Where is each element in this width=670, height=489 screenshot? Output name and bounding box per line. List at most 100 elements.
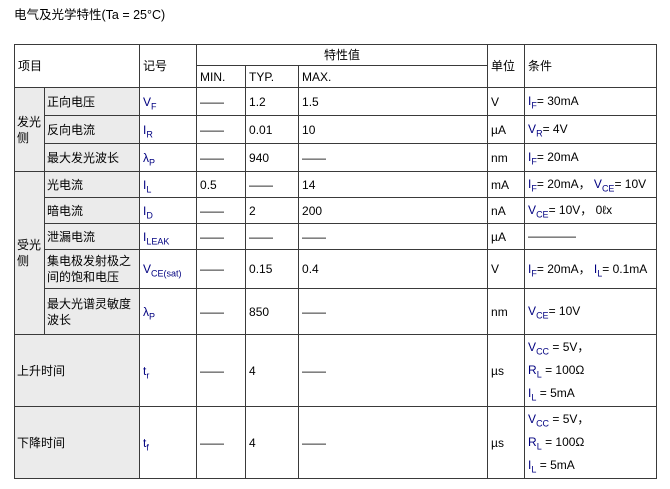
col-header-item: 项目 [13,44,141,88]
condition-line: IF= 20mA， VCE= 10V [528,177,647,194]
cell-max: —— [298,334,489,407]
cell-min: —— [196,115,247,144]
symbol-token: IR [143,122,153,139]
cell-min: 0.5 [196,171,247,198]
page-title: 电气及光学特性(Ta = 25°C) [14,8,166,22]
symbol-token: VR [528,122,543,139]
cell-max: 14 [298,171,489,198]
cell-max: —— [298,406,489,479]
cell-symbol: ILEAK [139,223,198,250]
cell-item: 集电极发射极之间的饱和电压 [43,249,141,289]
symbol-token: IF [528,94,537,111]
cell-item: 正向电压 [43,87,141,116]
condition-line: VCC = 5V， [528,340,590,357]
cell-symbol: λP [139,143,198,172]
cell-symbol: VF [139,87,198,116]
table-row: 泄漏电流 ILEAK —— —— —— µA ———— [15,223,658,250]
cell-typ: —— [245,171,300,198]
cell-group: 发光侧 [14,87,45,172]
table-row: 最大发光波长 λP —— 940 —— nm IF= 20mA [15,143,658,172]
cell-typ: 4 [245,334,300,407]
symbol-token: tr [143,363,150,380]
cell-typ: —— [245,223,300,250]
cell-min: —— [196,406,247,479]
cell-unit: nm [487,143,526,172]
cell-typ: 4 [245,406,300,479]
cell-typ: 0.15 [245,249,300,289]
cell-item: 下降时间 [13,406,141,479]
symbol-token: VCC [528,412,550,429]
cell-min: —— [196,249,247,289]
cell-max: 200 [298,197,489,224]
cell-condition: IF= 20mA， VCE= 10V [524,171,658,198]
cell-max: —— [298,143,489,172]
cell-condition: VCE= 10V [524,288,658,335]
cell-min: —— [196,288,247,335]
cell-unit: µs [487,334,526,407]
cell-condition: ———— [524,223,658,250]
condition-line: IL = 5mA [528,458,575,475]
table-row: 下降时间 tf —— 4 —— µs VCC = 5V， RL = 100Ω IL = 5mA [13,406,658,479]
cell-item: 最大发光波长 [43,143,141,172]
cell-typ: 2 [245,197,300,224]
characteristics-table: 项目 记号 特性值 单位 条件 MIN. TYP. MAX. 发光侧 正向电压 VF… [13,44,658,479]
cell-symbol: ID [139,197,198,224]
symbol-token: VCC [528,340,550,357]
symbol-token: VCE [593,177,615,194]
header-row-1: 项目 记号 特性值 单位 条件 [13,44,658,88]
cell-min: —— [196,87,247,116]
symbol-token: IL [528,458,537,475]
cell-condition: VCE= 10V， 0ℓx [524,197,658,224]
symbol-token: VF [143,94,157,111]
cell-unit: nm [487,288,526,335]
table-row: 发光侧 正向电压 VF —— 1.2 1.5 V IF= 30mA [14,87,658,172]
cell-condition: IF= 20mA [524,143,658,172]
cell-item: 最大光谱灵敏度波长 [43,288,141,335]
table-row: 暗电流 ID —— 2 200 nA VCE= 10V， 0ℓx [15,197,658,224]
cell-condition: VCC = 5V， RL = 100Ω IL = 5mA [524,406,658,479]
cell-item: 暗电流 [43,197,141,224]
cell-condition: IF= 20mA， IL= 0.1mA [524,249,658,289]
cell-unit: V [487,87,526,116]
cell-unit: µs [487,406,526,479]
table-header: 项目 记号 特性值 单位 条件 MIN. TYP. MAX. [13,44,658,88]
condition-line: VCE= 10V [528,304,581,321]
cell-condition: IF= 30mA [524,87,658,116]
cell-symbol: λP [139,288,198,335]
symbol-token: IL [528,386,537,403]
cell-typ: 0.01 [245,115,300,144]
col-header-symbol: 记号 [139,44,198,88]
condition-line: IF= 20mA， IL= 0.1mA [528,261,648,278]
symbol-token: IF [528,177,537,194]
col-header-max: MAX. [298,65,489,88]
cell-max: 10 [298,115,489,144]
condition-line: RL = 100Ω [528,363,585,380]
condition-line: VCC = 5V， [528,412,590,429]
symbol-token: RL [528,363,542,380]
cell-unit: V [487,249,526,289]
condition-line: IL = 5mA [528,386,575,403]
cell-max: 0.4 [298,249,489,289]
cell-unit: µA [487,115,526,144]
table-row: 反向电流 IR —— 0.01 10 µA VR= 4V [15,115,658,144]
condition-line: IF= 20mA [528,150,579,167]
condition-line: IF= 30mA [528,94,579,111]
cell-condition: VR= 4V [524,115,658,144]
symbol-token: IF [528,261,537,278]
cell-unit: nA [487,197,526,224]
cell-unit: mA [487,171,526,198]
cell-condition: VCC = 5V， RL = 100Ω IL = 5mA [524,334,658,407]
symbol-token: RL [528,435,542,452]
cell-unit: µA [487,223,526,250]
table-row: 上升时间 tr —— 4 —— µs VCC = 5V， RL = 100Ω IL = 5mA [13,334,658,407]
condition-line: RL = 100Ω [528,435,585,452]
cell-symbol: tr [139,334,198,407]
cell-typ: 850 [245,288,300,335]
table-row: 受光侧 光电流 IL 0.5 —— 14 mA IF= 20mA， VCE= 10V [14,171,658,335]
symbol-token: tf [143,435,149,452]
cell-max: —— [298,288,489,335]
symbol-token: IF [528,150,537,167]
table-row: 集电极发射极之间的饱和电压 VCE(sat) —— 0.15 0.4 V IF= 20mA，… [15,249,658,289]
cell-min: —— [196,197,247,224]
cell-min: —— [196,334,247,407]
